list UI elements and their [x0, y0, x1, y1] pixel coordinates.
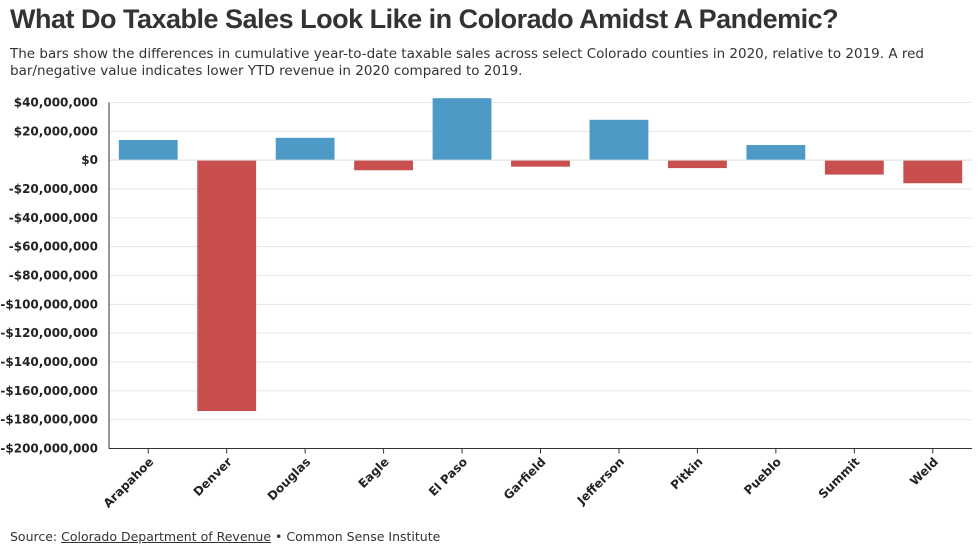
x-tick-label: Garfield — [501, 455, 549, 503]
bar-summit[interactable] — [824, 160, 884, 175]
y-tick-label: -$160,000,000 — [0, 384, 98, 398]
chart-subtitle: The bars show the differences in cumulat… — [10, 46, 925, 79]
x-tick-label: Pitkin — [668, 455, 706, 493]
bar-denver[interactable] — [197, 160, 257, 412]
x-tick-label: Arapahoe — [101, 455, 157, 511]
x-tick-label: El Paso — [426, 455, 470, 499]
y-tick-label: -$40,000,000 — [9, 211, 98, 225]
chart-title: What Do Taxable Sales Look Like in Color… — [10, 4, 839, 34]
bar-jefferson[interactable] — [589, 119, 649, 161]
x-tick-label: Summit — [816, 455, 863, 502]
bar-weld[interactable] — [903, 160, 963, 184]
y-tick-label: -$20,000,000 — [9, 182, 98, 196]
y-tick-label: -$100,000,000 — [0, 297, 98, 311]
y-tick-label: -$140,000,000 — [0, 355, 98, 369]
source-line: Source: Colorado Department of Revenue •… — [10, 529, 440, 544]
y-tick-label: -$80,000,000 — [9, 269, 98, 283]
x-tick-label: Denver — [191, 455, 235, 499]
y-tick-label: $0 — [81, 153, 98, 167]
y-tick-label: -$60,000,000 — [9, 240, 98, 254]
bar-pitkin[interactable] — [667, 160, 727, 169]
y-tick-label: $40,000,000 — [14, 96, 98, 110]
x-tick-labels: Arapahoe Denver Douglas Eagle El Paso Garfiel… — [101, 448, 941, 511]
source-link[interactable]: Colorado Department of Revenue — [61, 529, 272, 544]
x-tick-label: Weld — [907, 455, 941, 489]
y-tick-labels: $40,000,000 $20,000,000 $0 -$20,000,000 -$40… — [0, 96, 98, 456]
y-tick-label: -$120,000,000 — [0, 326, 98, 340]
x-tick-label: Pueblo — [741, 455, 784, 498]
bars — [118, 98, 963, 412]
bar-douglas[interactable] — [275, 137, 335, 161]
bar-eagle[interactable] — [354, 160, 414, 171]
y-tick-label: $20,000,000 — [14, 124, 98, 138]
source-separator: • — [271, 529, 287, 544]
x-tick-label: Douglas — [265, 455, 314, 504]
x-tick-label: Jefferson — [574, 455, 627, 508]
bar-garfield[interactable] — [511, 160, 570, 167]
source-prefix: Source: — [10, 529, 62, 544]
bar-pueblo[interactable] — [746, 145, 806, 161]
source-other: Common Sense Institute — [286, 529, 441, 544]
x-tick-label: Eagle — [356, 455, 392, 491]
bar-arapahoe[interactable] — [118, 139, 178, 161]
bar-el-paso[interactable] — [432, 98, 492, 161]
y-tick-label: -$180,000,000 — [0, 413, 98, 427]
y-tick-label: -$200,000,000 — [0, 442, 98, 456]
